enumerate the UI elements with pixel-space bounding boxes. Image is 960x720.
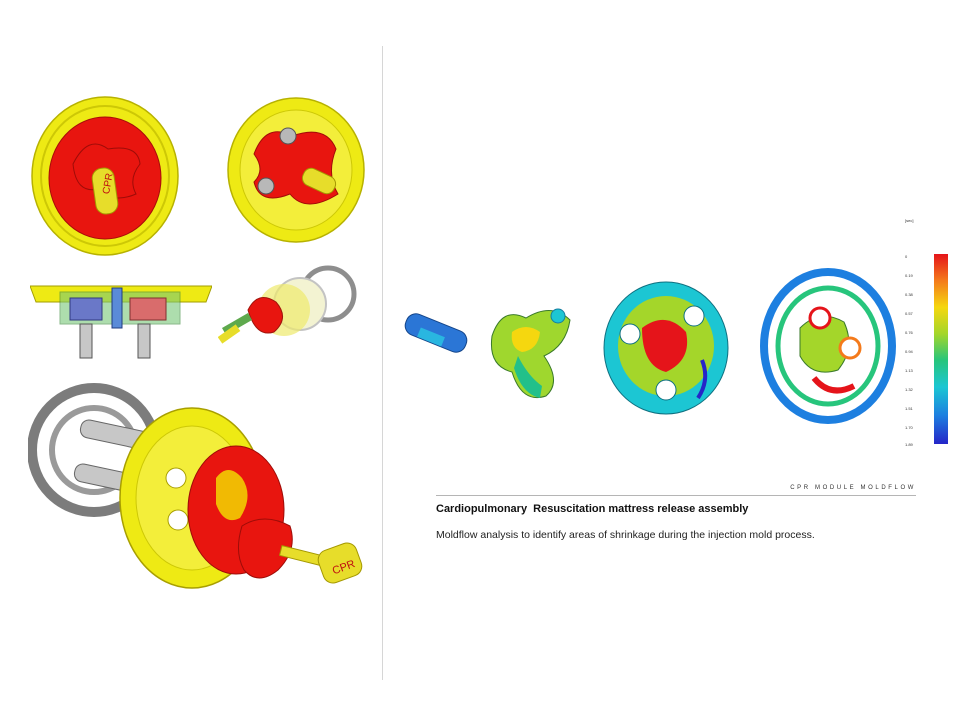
legend-tick: 0.57: [905, 311, 913, 316]
legend-tick: 0.94: [905, 349, 913, 354]
legend-tick: 1.70: [905, 425, 913, 430]
legend-tick: 1.13: [905, 368, 913, 373]
legend-tick: 0: [905, 254, 908, 259]
caption-title: Cardiopulmonary Resuscitation mattress r…: [436, 503, 749, 515]
legend-tick: 0.76: [905, 330, 913, 335]
legend-tick: 0.38: [905, 292, 913, 297]
legend-tick: 1.32: [905, 387, 913, 392]
moldflow-knob: [490, 308, 571, 398]
legend-unit: [sec]: [905, 218, 914, 223]
legend-tick: 1.51: [905, 406, 913, 411]
render-cross-section: [30, 285, 212, 359]
render-back-view: [227, 97, 365, 243]
moldflow-legend: [sec] 0 0.19 0.38 0.57 0.76 0.94 1.13 1.…: [902, 214, 952, 454]
render-small-exploded: [218, 265, 357, 344]
moldflow-handle: [404, 313, 468, 353]
legend-color-bar: [934, 254, 948, 444]
moldflow-disc: [603, 281, 729, 415]
section-label: CPR MODULE MOLDFLOW: [790, 485, 916, 491]
render-front-view: CPR: [31, 96, 179, 256]
legend-tick: 1.89: [905, 442, 913, 447]
caption-body: Moldflow analysis to identify areas of s…: [436, 529, 815, 541]
handle-text-front: CPR: [101, 172, 116, 195]
vertical-divider: [382, 46, 383, 680]
render-exploded-assembly: CPR: [28, 383, 363, 589]
moldflow-shell: [760, 268, 896, 424]
header-rule: [436, 495, 916, 496]
legend-tick: 0.19: [905, 273, 913, 278]
